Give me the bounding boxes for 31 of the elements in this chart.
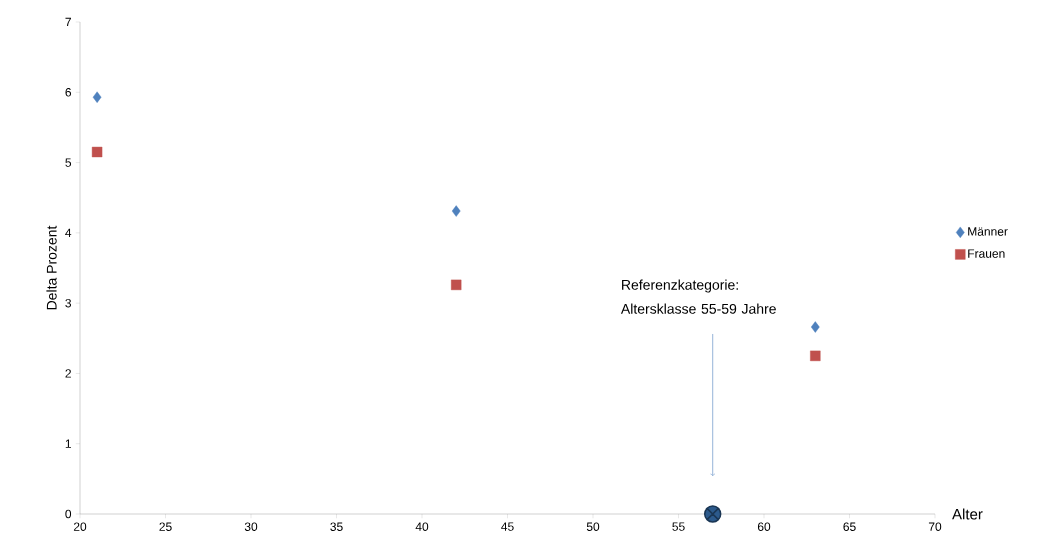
point (451, 279, 462, 291)
point (451, 205, 461, 217)
y-tick-label: 4 (65, 228, 72, 237)
annotation: Referenzkategorie: Altersklasse 55-59 Jahre (620, 279, 776, 314)
x-axis-title: Alter (952, 508, 983, 520)
y-tick-label: 2 (65, 369, 71, 378)
y-tick-label: 6 (65, 88, 72, 97)
legend-label: Männer (968, 227, 1008, 236)
point (703, 505, 722, 523)
x-tick-label: 25 (159, 522, 172, 531)
x-tick-label: 45 (501, 522, 514, 531)
y-tick-label: 3 (65, 298, 72, 308)
point (811, 321, 820, 333)
x-tick-label: 55 (672, 522, 685, 531)
x-tick-label: 65 (843, 522, 856, 531)
y-axis-title: Delta Prozent (46, 225, 57, 310)
x-tick-label: 60 (757, 522, 771, 531)
x-tick-label: 30 (244, 522, 258, 531)
x-tick-label: 40 (415, 522, 429, 531)
point (810, 350, 821, 362)
x-tick-label: 50 (586, 522, 600, 531)
y-tick-label: 7 (65, 17, 71, 27)
x-tick-label: 20 (73, 522, 87, 531)
y-tick-label: 5 (65, 158, 72, 167)
x-tick-label: 70 (928, 522, 942, 531)
y-tick-label: 1 (65, 439, 71, 448)
x-tick-label: 35 (330, 522, 343, 531)
y-tick-label: 0 (65, 509, 72, 519)
point (92, 91, 102, 103)
legend-label: Frauen (968, 249, 1005, 258)
point (91, 146, 103, 158)
